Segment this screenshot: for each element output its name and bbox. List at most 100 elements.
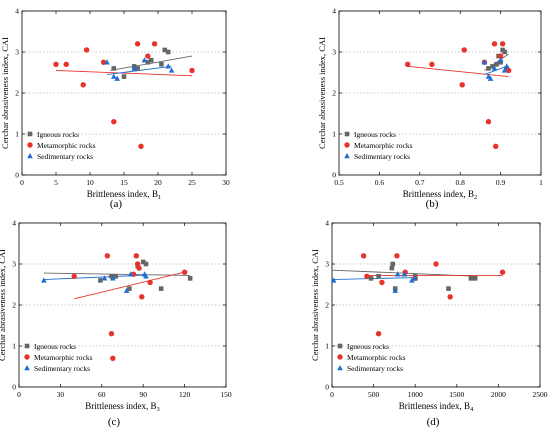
data-point-metamorphic <box>138 143 144 149</box>
x-tick-label: 500 <box>368 390 380 399</box>
y-axis-label: Cerchar abrasiveness index, CAI <box>0 249 7 361</box>
data-point-metamorphic <box>133 253 139 259</box>
panel-label: (c) <box>108 416 121 428</box>
data-point-metamorphic <box>447 294 453 300</box>
legend-marker-triangle <box>24 365 30 371</box>
y-tick-label: 3 <box>12 260 16 269</box>
data-point-metamorphic <box>375 331 382 337</box>
data-point-sedimentary <box>143 273 149 279</box>
legend-marker-square <box>24 343 30 349</box>
data-point-sedimentary <box>501 67 508 73</box>
x-tick-label: 0.7 <box>415 178 425 187</box>
data-point-metamorphic <box>505 67 512 74</box>
x-tick-label: 10 <box>86 178 94 187</box>
data-point-metamorphic <box>80 82 86 88</box>
data-point-metamorphic <box>485 119 492 125</box>
data-point-metamorphic <box>497 53 504 59</box>
legend-label: Igneous rocks <box>347 342 389 351</box>
y-tick-label: 0 <box>325 383 329 392</box>
data-point-metamorphic <box>71 273 77 279</box>
x-tick-label: 2000 <box>491 390 506 399</box>
y-tick-label: 2 <box>15 89 19 98</box>
x-tick-label: 2500 <box>533 390 548 399</box>
data-point-metamorphic <box>379 279 385 286</box>
data-point-sedimentary <box>401 271 408 277</box>
data-point-metamorphic <box>139 294 145 300</box>
data-point-igneous <box>376 274 381 279</box>
legend-label: Metamorphic rocks <box>347 353 406 362</box>
data-point-igneous <box>490 64 495 69</box>
x-axis-label: Brittleness index, B1 <box>87 189 162 201</box>
y-tick-label: 1 <box>325 342 329 351</box>
y-tick-label: 0 <box>15 171 19 180</box>
data-point-metamorphic <box>461 47 467 53</box>
data-point-igneous <box>148 57 154 63</box>
data-point-igneous <box>158 286 164 291</box>
y-tick-label: 4 <box>332 7 336 16</box>
data-point-igneous <box>159 62 164 67</box>
panel-label: (b) <box>426 198 439 210</box>
legend-label: Sedimentary rocks <box>354 152 410 161</box>
data-point-sedimentary <box>497 57 504 63</box>
data-point-metamorphic <box>394 253 400 259</box>
trendline <box>331 277 416 281</box>
data-point-sedimentary <box>412 275 418 281</box>
legend-label: Igneous rocks <box>37 130 79 139</box>
x-tick-label: 15 <box>120 178 128 187</box>
x-tick-label: 0.8 <box>456 178 466 187</box>
data-point-igneous <box>135 66 140 71</box>
data-point-igneous <box>165 49 171 55</box>
y-tick-label: 2 <box>325 301 329 310</box>
data-point-metamorphic <box>360 253 367 259</box>
legend-marker-triangle <box>337 365 343 371</box>
data-point-metamorphic <box>147 279 153 286</box>
data-point-igneous <box>389 265 395 271</box>
panel-b: 0.5 0.6 0.7 0.8 0.9 1 0 1 2 3 4 Cerchar abrasivenes… <box>317 7 543 210</box>
y-tick-label: 3 <box>332 48 336 57</box>
y-tick-label: 0 <box>12 383 16 392</box>
data-point-igneous <box>145 59 151 65</box>
x-tick-label: 60 <box>98 390 106 399</box>
data-point-metamorphic <box>53 61 59 67</box>
data-point-sedimentary <box>110 275 116 281</box>
data-point-sedimentary <box>41 277 47 283</box>
plot-frame <box>331 222 541 388</box>
data-point-metamorphic <box>151 41 158 47</box>
data-point-metamorphic <box>429 61 435 67</box>
data-point-metamorphic <box>134 41 141 47</box>
data-point-sedimentary <box>330 277 337 283</box>
data-point-sedimentary <box>392 287 399 293</box>
data-point-sedimentary <box>104 59 110 65</box>
legend-label: Metamorphic rocks <box>34 353 93 362</box>
y-axis-label: Cerchar abrasiveness index, CAI <box>317 37 327 149</box>
data-point-metamorphic <box>83 47 90 53</box>
x-tick-label: 30 <box>222 178 230 187</box>
x-tick-label: 0.6 <box>375 178 385 187</box>
y-tick-label: 1 <box>12 342 16 351</box>
data-point-metamorphic <box>364 273 370 279</box>
x-tick-label: 150 <box>220 390 232 399</box>
data-point-igneous <box>113 274 118 279</box>
panel-c: 0 30 60 90 120 150 0 1 2 3 4 Cerchar abrasiveness i… <box>0 219 232 428</box>
data-point-metamorphic <box>459 82 465 88</box>
panel-label: (d) <box>427 416 440 428</box>
y-tick-label: 2 <box>332 89 336 98</box>
data-point-igneous <box>109 274 114 279</box>
y-tick-label: 0 <box>332 171 336 180</box>
data-point-igneous <box>446 286 451 291</box>
data-point-igneous <box>162 47 168 53</box>
legend-marker-square <box>344 131 350 137</box>
data-point-sedimentary <box>123 287 130 293</box>
data-point-igneous <box>121 74 127 79</box>
x-tick-label: 5 <box>54 178 58 187</box>
panel-d: 0 500 1000 1500 2000 2500 0 1 2 3 4 Cerchar abrasiv… <box>310 219 548 428</box>
y-tick-label: 4 <box>12 219 16 228</box>
legend-label: Metamorphic rocks <box>37 141 96 150</box>
data-point-sedimentary <box>127 271 134 277</box>
data-point-metamorphic <box>499 269 506 275</box>
data-point-igneous <box>127 286 132 291</box>
data-point-igneous <box>140 259 146 265</box>
panel-label: (a) <box>110 198 123 210</box>
data-point-metamorphic <box>111 119 117 125</box>
panel-a: 0 5 10 15 20 25 30 0 1 2 3 4 Cerchar abrasiveness in… <box>0 7 230 210</box>
